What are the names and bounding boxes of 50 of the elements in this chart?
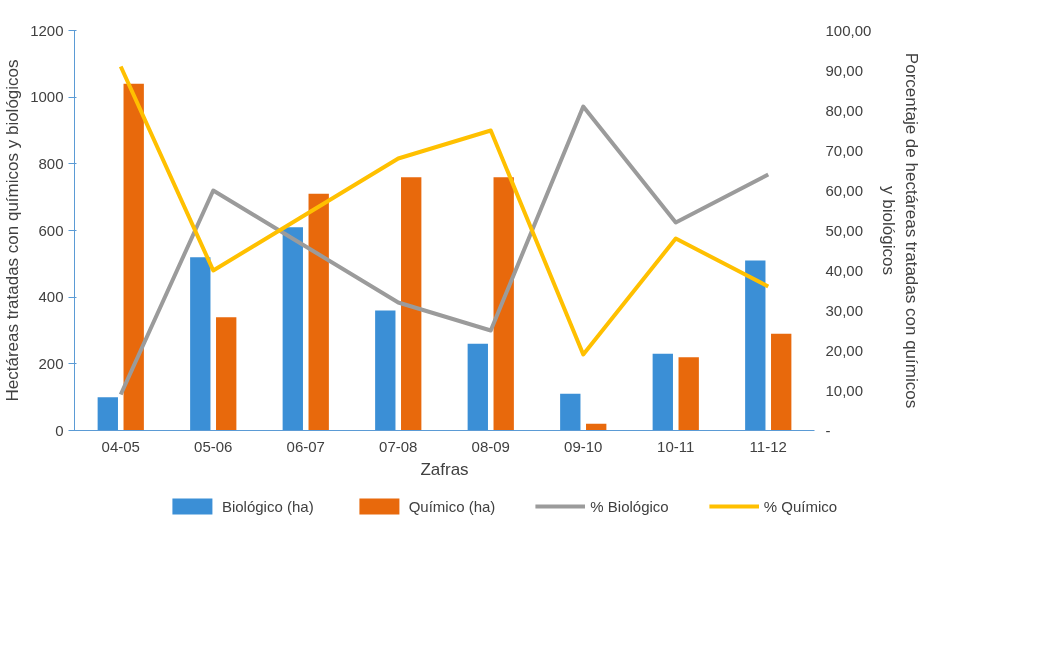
legend-label: Biológico (ha) [221, 497, 314, 515]
x-tick-label: 11-12 [749, 437, 787, 455]
line-series [118, 104, 771, 397]
y-tick-label: 200 [38, 354, 64, 372]
bar [678, 357, 699, 431]
y-tick-label: 0 [55, 421, 64, 439]
x-tick-label: 05-06 [194, 437, 233, 455]
x-axis-title: Zafras [420, 459, 469, 479]
y2-tick-label: 60,00 [825, 181, 864, 199]
x-tick-label: 06-07 [286, 437, 325, 455]
y2-tick-label: 20,00 [825, 341, 864, 359]
bar [745, 260, 766, 431]
legend-label: % Químico [763, 497, 838, 515]
bar [401, 177, 422, 431]
y2-tick-label: 10,00 [825, 381, 864, 399]
y2-tick-label: 40,00 [825, 261, 864, 279]
y-tick-label: 1000 [30, 88, 64, 106]
y2-tick-label: 30,00 [825, 301, 864, 319]
bar [375, 310, 396, 431]
y2-axis-title: Porcentaje de hectáreas tratadas con químicos y biológicos [879, 52, 922, 409]
legend-label: % Biológico [590, 497, 669, 515]
bar [493, 177, 514, 431]
y2-tick-label: 100,00 [825, 21, 872, 39]
bar [652, 353, 673, 431]
x-tick-label: 07-08 [379, 437, 418, 455]
y2-tick-label: 90,00 [825, 61, 864, 79]
bar [190, 257, 211, 431]
y2-tick-label: 70,00 [825, 141, 864, 159]
bar [123, 83, 144, 431]
line-series [118, 64, 771, 357]
x-tick-label: 10-11 [657, 437, 695, 455]
bar [308, 193, 329, 431]
y2-tick-label: 50,00 [825, 221, 864, 239]
bar [467, 343, 488, 431]
bar [97, 397, 118, 431]
x-tick-label: 08-09 [471, 437, 510, 455]
bar [216, 317, 237, 431]
bar [282, 227, 303, 431]
x-tick-label: 04-05 [101, 437, 140, 455]
y2-tick-label: - [825, 421, 831, 439]
y-tick-label: 600 [38, 221, 64, 239]
y-tick-label: 1200 [30, 21, 64, 39]
legend-label: Químico (ha) [408, 497, 496, 515]
y2-tick-label: 80,00 [825, 101, 864, 119]
y-tick-label: 800 [38, 154, 64, 172]
bar [771, 333, 792, 431]
bar [560, 393, 581, 431]
y-tick-label: 400 [38, 288, 64, 306]
y-axis-title: Hectáreas tratadas con químicos y biológicos [3, 59, 23, 402]
x-tick-label: 09-10 [564, 437, 603, 455]
